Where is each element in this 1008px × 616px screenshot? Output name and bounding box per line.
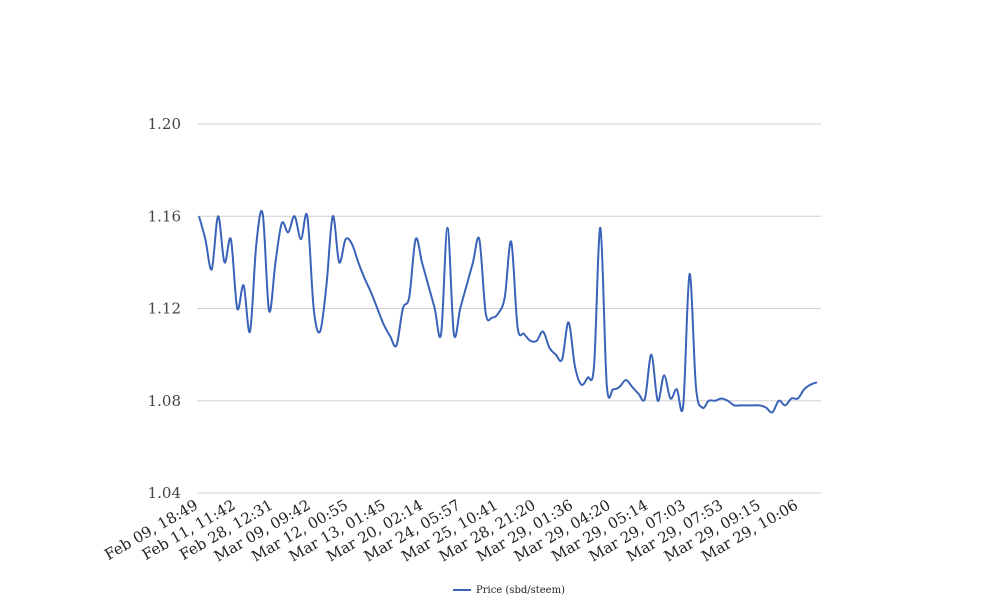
y-tick-label: 1.08 — [148, 392, 181, 410]
grid-lines — [197, 123, 821, 494]
y-tick-label: 1.04 — [148, 484, 181, 502]
series-line-price — [198, 210, 818, 414]
y-tick-label: 1.12 — [148, 300, 181, 318]
legend-label: Price (sbd/steem) — [476, 585, 565, 596]
series-lines — [198, 210, 818, 414]
legend: Price (sbd/steem) — [453, 585, 565, 596]
y-axis-tick-labels: 1.20 1.16 1.12 1.08 1.04 — [148, 115, 181, 502]
y-tick-label: 1.16 — [148, 207, 181, 225]
y-tick-label: 1.20 — [148, 115, 181, 133]
